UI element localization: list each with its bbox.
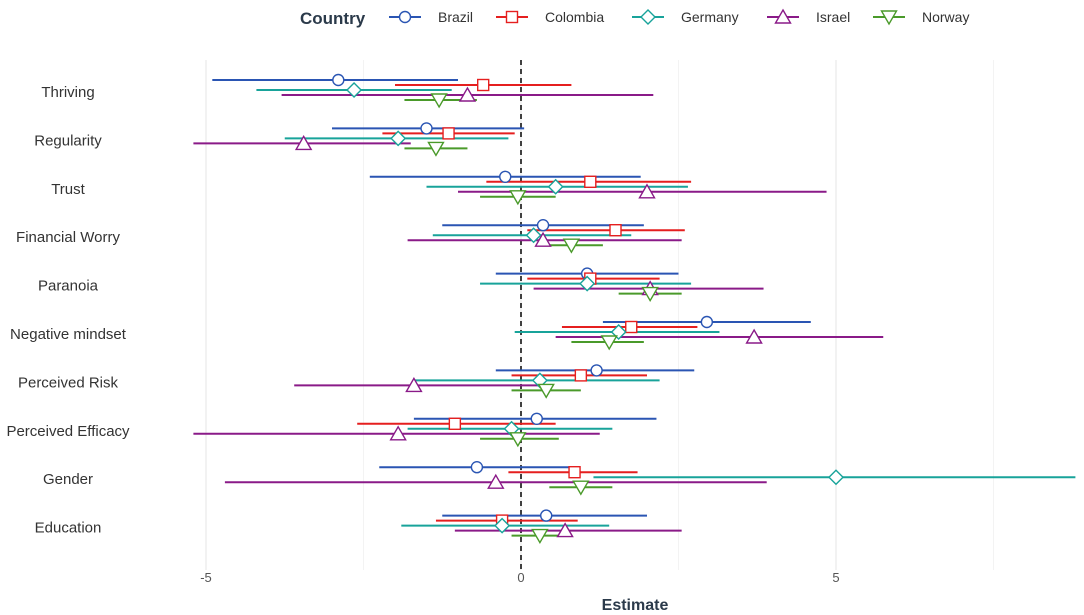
markers-norway <box>427 93 659 545</box>
point-brazil-perceived-efficacy <box>530 412 543 425</box>
point-norway-negative-mindset <box>600 335 618 351</box>
legend-item-brazil: Brazil <box>389 9 473 25</box>
point-brazil-negative-mindset <box>700 315 714 329</box>
markers-brazil <box>332 73 714 522</box>
point-colombia-regularity <box>442 127 455 140</box>
point-germany-financial-worry <box>525 227 542 244</box>
legend-key-marker-colombia <box>505 10 519 24</box>
point-germany-gender <box>828 469 844 486</box>
point-norway-thriving <box>430 93 448 109</box>
x-tick-label-5: 5 <box>832 570 839 585</box>
legend-key-marker-israel <box>774 8 792 24</box>
category-label-thriving: Thriving <box>41 84 94 101</box>
point-colombia-perceived-risk <box>574 369 588 382</box>
legend-label-brazil: Brazil <box>438 9 473 25</box>
point-colombia-negative-mindset <box>625 320 638 334</box>
category-label-perceived-efficacy: Perceived Efficacy <box>6 423 130 440</box>
category-label-education: Education <box>35 520 102 537</box>
point-norway-trust <box>509 190 527 206</box>
legend-label-israel: Israel <box>816 9 850 25</box>
point-germany-thriving <box>346 82 363 98</box>
legend-item-norway: Norway <box>873 9 969 26</box>
point-brazil-perceived-risk <box>590 364 603 377</box>
point-brazil-trust <box>499 170 512 184</box>
point-brazil-regularity <box>420 122 433 135</box>
markers-israel <box>294 86 763 538</box>
point-norway-perceived-efficacy <box>509 432 527 448</box>
markers-germany <box>346 82 844 534</box>
point-israel-perceived-risk <box>405 376 423 393</box>
point-colombia-perceived-efficacy <box>448 417 462 430</box>
legend-label-germany: Germany <box>681 9 739 25</box>
point-germany-paranoia <box>579 275 596 292</box>
point-colombia-thriving <box>477 78 490 92</box>
grid-layer <box>205 60 994 570</box>
x-axis-title: Estimate <box>602 597 669 614</box>
x-tick-label-neg5: -5 <box>200 570 212 585</box>
point-colombia-financial-worry <box>609 223 622 237</box>
series-colombia <box>357 84 698 522</box>
point-israel-negative-mindset <box>745 328 763 344</box>
legend-title: Country <box>300 9 366 28</box>
category-label-regularity: Regularity <box>34 132 102 149</box>
series-layer <box>193 73 1076 545</box>
legend: Country Brazil Colombia Germany Israel Norwa… <box>300 8 969 28</box>
point-norway-financial-worry <box>562 238 581 254</box>
legend-label-norway: Norway <box>922 9 969 25</box>
point-israel-education <box>556 522 574 538</box>
point-israel-gender <box>487 473 505 489</box>
point-israel-financial-worry <box>534 231 552 247</box>
category-label-paranoia: Paranoia <box>38 278 99 295</box>
category-label-financial-worry: Financial Worry <box>16 229 120 246</box>
category-label-negative-mindset: Negative mindset <box>10 326 127 343</box>
legend-key-marker-germany <box>640 9 656 25</box>
point-brazil-thriving <box>332 73 345 87</box>
point-israel-regularity <box>294 134 313 151</box>
point-colombia-trust <box>584 175 597 189</box>
category-labels: Thriving Regularity Trust Financial Worry Pa… <box>6 84 130 537</box>
markers-colombia <box>442 78 638 527</box>
point-germany-regularity <box>390 130 407 147</box>
point-norway-paranoia <box>641 286 659 303</box>
point-brazil-financial-worry <box>536 218 550 232</box>
series-norway <box>404 99 682 537</box>
legend-item-germany: Germany <box>632 9 739 25</box>
point-israel-trust <box>638 183 656 199</box>
point-norway-education <box>531 528 549 545</box>
legend-label-colombia: Colombia <box>545 9 604 25</box>
category-label-perceived-risk: Perceived Risk <box>18 374 119 391</box>
point-israel-perceived-efficacy <box>389 425 407 441</box>
point-brazil-education <box>540 509 553 522</box>
legend-key-marker-brazil <box>398 10 412 24</box>
point-germany-trust <box>547 178 564 195</box>
legend-item-israel: Israel <box>767 8 850 25</box>
x-tick-labels: -5 0 5 <box>200 570 839 585</box>
x-tick-label-0: 0 <box>517 570 524 585</box>
point-brazil-gender <box>470 461 484 474</box>
category-label-trust: Trust <box>51 181 85 198</box>
category-label-gender: Gender <box>43 471 93 488</box>
legend-item-colombia: Colombia <box>496 9 604 25</box>
series-germany <box>256 89 1076 527</box>
series-israel <box>193 94 884 532</box>
point-colombia-gender <box>568 466 581 479</box>
point-norway-regularity <box>427 141 445 157</box>
legend-key-marker-norway <box>880 10 898 26</box>
point-germany-education <box>494 517 511 534</box>
point-israel-thriving <box>458 86 477 102</box>
point-norway-perceived-risk <box>537 383 555 399</box>
point-norway-gender <box>572 480 590 496</box>
